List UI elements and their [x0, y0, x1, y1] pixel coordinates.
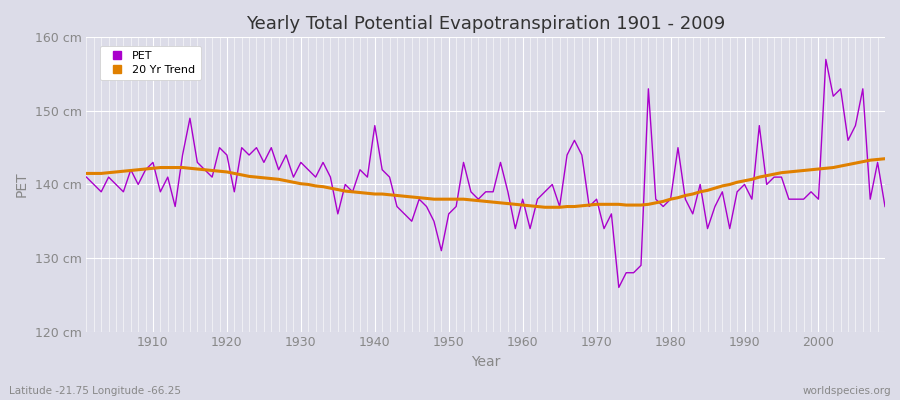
Y-axis label: PET: PET [15, 172, 29, 197]
Legend: PET, 20 Yr Trend: PET, 20 Yr Trend [100, 46, 201, 80]
Text: worldspecies.org: worldspecies.org [803, 386, 891, 396]
Text: Latitude -21.75 Longitude -66.25: Latitude -21.75 Longitude -66.25 [9, 386, 181, 396]
X-axis label: Year: Year [471, 355, 500, 369]
Title: Yearly Total Potential Evapotranspiration 1901 - 2009: Yearly Total Potential Evapotranspiratio… [246, 15, 725, 33]
